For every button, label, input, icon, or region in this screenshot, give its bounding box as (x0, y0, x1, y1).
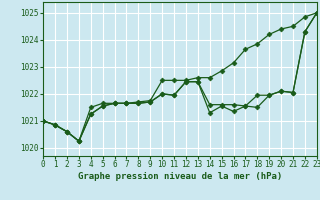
X-axis label: Graphe pression niveau de la mer (hPa): Graphe pression niveau de la mer (hPa) (78, 172, 282, 181)
